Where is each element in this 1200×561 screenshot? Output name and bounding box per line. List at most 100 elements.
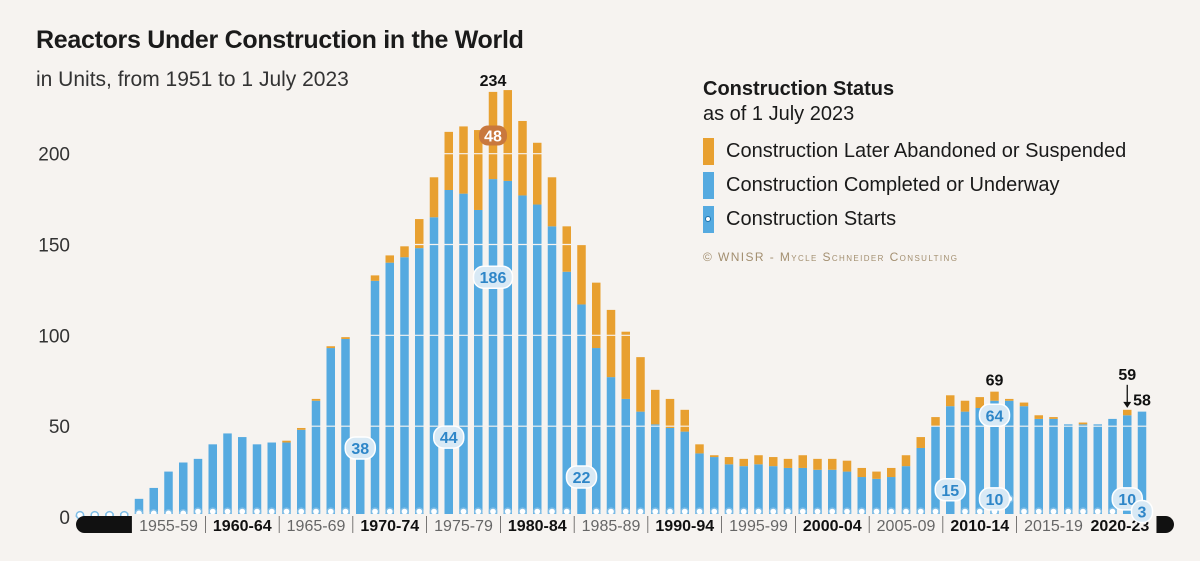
bar-completed-1963 (252, 444, 262, 517)
bar-completed-1985 (577, 304, 586, 517)
bar-abandoned-1974 (415, 219, 424, 249)
bar-completed-1980 (503, 180, 512, 517)
bar-abandoned-2016 (1034, 415, 1043, 419)
bar-completed-1968 (326, 348, 335, 517)
value-label-bg (433, 425, 465, 449)
bar-completed-1982 (533, 204, 542, 518)
bar-completed-2019 (1078, 424, 1088, 517)
bar-abandoned-1966 (297, 427, 306, 430)
x-tick-label: 1955-59 (139, 518, 198, 535)
bar-completed-2005 (872, 478, 881, 517)
x-tick-bg (1016, 514, 1091, 535)
x-tick-label: 2005-09 (877, 518, 936, 535)
value-label: 234 (480, 73, 507, 90)
bar-completed-1989 (636, 411, 645, 517)
bar-abandoned-1965 (282, 440, 291, 443)
x-tick-bg (574, 514, 648, 535)
value-label: 48 (484, 129, 502, 146)
value-label-bg (344, 436, 376, 460)
bar-abandoned-1983 (547, 177, 557, 227)
bar-abandoned-1987 (606, 309, 616, 378)
value-label: 10 (1118, 492, 1136, 509)
bar-completed-2023 (1137, 411, 1147, 517)
value-label-bg (472, 265, 514, 289)
bar-abandoned-2017 (1049, 417, 1058, 419)
bar-completed-2021 (1108, 418, 1117, 517)
abandoned-swatch (703, 137, 714, 165)
value-label: 64 (986, 408, 1004, 425)
bar-completed-1972 (385, 262, 394, 517)
bar-abandoned-1991 (665, 398, 675, 428)
bar-completed-1975 (429, 217, 439, 517)
bar-completed-2017 (1049, 418, 1058, 517)
bar-completed-1973 (400, 257, 409, 517)
x-tick-label: 1970-74 (360, 518, 419, 535)
legend-item-starts: Construction Starts (703, 202, 1126, 236)
bar-abandoned-2013 (990, 391, 999, 401)
x-tick-bg (279, 514, 353, 535)
bar-completed-1978 (474, 209, 483, 517)
bar-abandoned-1989 (636, 357, 645, 412)
bar-completed-1974 (415, 248, 424, 517)
bar-abandoned-2007 (901, 455, 911, 467)
bar-completed-2000 (798, 467, 807, 517)
bar-completed-2003 (842, 471, 852, 517)
bar-completed-2006 (887, 477, 896, 517)
bar-abandoned-1973 (400, 246, 409, 258)
bar-completed-1977 (459, 193, 468, 517)
bar-abandoned-1998 (769, 457, 778, 467)
bar-abandoned-1985 (577, 244, 586, 305)
bar-completed-2014 (1005, 400, 1014, 517)
bar-completed-2022 (1123, 415, 1132, 517)
y-axis: 0 50 100 150 200 (38, 145, 70, 529)
x-tick-bg (943, 514, 1017, 535)
x-tick-label: 1960-64 (213, 518, 272, 535)
x-tick-label: 2020-23 (1091, 518, 1150, 535)
bar-completed-1971 (370, 280, 380, 517)
bar-abandoned-2005 (872, 471, 881, 479)
x-axis: 1955-59 1960-64 1965-69 1970-74 1975-79 1980-… (76, 514, 1174, 535)
bar-completed-1986 (592, 348, 601, 517)
bar-abandoned-1982 (533, 142, 542, 205)
bar-abandoned-1981 (518, 120, 527, 196)
bar-abandoned-2015 (1019, 402, 1029, 407)
starts-swatch (703, 205, 714, 233)
legend-subtitle: as of 1 July 2023 (703, 103, 855, 125)
bar-completed-1984 (562, 271, 571, 517)
value-label: 10 (986, 492, 1004, 509)
legend-label-starts: Construction Starts (726, 207, 897, 230)
x-tick-label: 1965-69 (287, 518, 346, 535)
y-tick-label: 50 (49, 417, 70, 438)
chart-subtitle: in Units, from 1951 to 1 July 2023 (36, 68, 349, 91)
value-label: 15 (941, 483, 959, 500)
bar-abandoned-1994 (710, 455, 719, 458)
bar-abandoned-1977 (459, 126, 468, 194)
bar-completed-1994 (710, 457, 719, 517)
bar-completed-1969 (341, 338, 350, 517)
bar-completed-2010 (946, 406, 955, 517)
bar-completed-2004 (857, 477, 866, 517)
bar-completed-2007 (901, 466, 911, 517)
value-label: 59 (1118, 367, 1136, 384)
bar-abandoned-2022 (1123, 409, 1132, 416)
y-tick-label: 200 (38, 145, 70, 166)
value-label: 44 (440, 430, 458, 447)
bar-completed-1956 (149, 487, 158, 517)
bar-completed-1995 (724, 464, 734, 517)
bar-abandoned-2001 (813, 458, 822, 470)
value-label-bg (565, 465, 598, 489)
bar-completed-1981 (518, 195, 527, 517)
bar-completed-1998 (769, 466, 778, 517)
bar-completed-2008 (916, 447, 925, 517)
x-tick-label: 1990-94 (655, 518, 714, 535)
bar-abandoned-1971 (370, 275, 380, 281)
bar-completed-1999 (783, 467, 793, 517)
bar-completed-1965 (282, 442, 291, 517)
bar-abandoned-2009 (931, 417, 940, 427)
bar-completed-1996 (739, 466, 748, 517)
bar-abandoned-1997 (754, 455, 763, 465)
x-tick-label: 2000-04 (803, 518, 862, 535)
bar-abandoned-2008 (916, 437, 925, 448)
value-label-bg (978, 403, 1011, 428)
bar-abandoned-1996 (739, 458, 748, 467)
